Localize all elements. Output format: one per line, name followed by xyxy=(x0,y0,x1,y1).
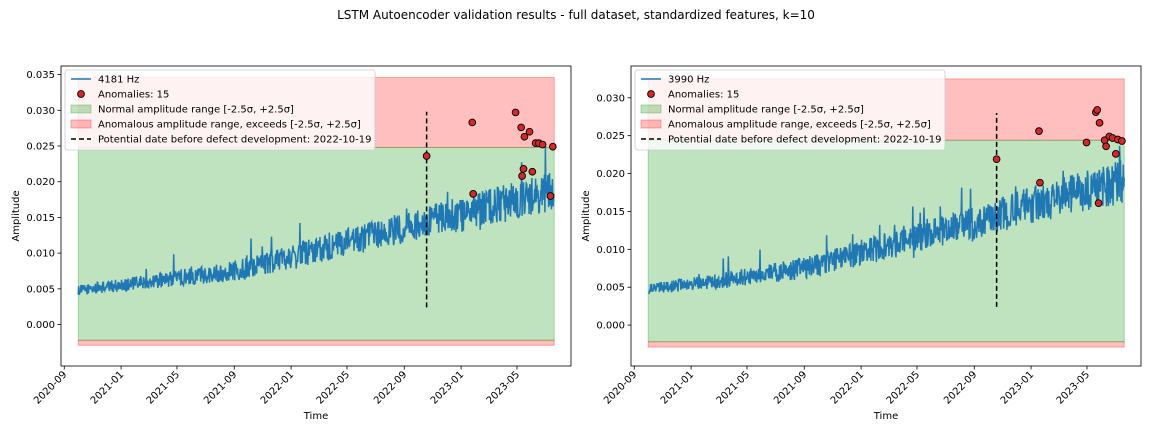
x-tick-label: 2022-05 xyxy=(885,369,922,406)
y-tick-label: 0.010 xyxy=(26,249,55,260)
plot-frame xyxy=(60,65,572,367)
y-tick-label: 0.005 xyxy=(26,284,55,295)
y-tick-label: 0.015 xyxy=(26,213,55,224)
x-tick-label: 2022-09 xyxy=(372,369,409,406)
y-tick-label: 0.025 xyxy=(596,131,625,142)
x-tick-label: 2023-01 xyxy=(429,369,466,406)
x-axis-label: Time xyxy=(873,411,898,422)
x-tick-label: 2021-05 xyxy=(145,369,182,406)
anomaly-point-15 xyxy=(1118,137,1126,145)
legend-label: Anomalous amplitude range, exceeds [-2.5… xyxy=(98,120,361,131)
x-tick-label: 2022-05 xyxy=(315,369,352,406)
figure-title: LSTM Autoencoder validation results - fu… xyxy=(337,8,815,22)
chart-panel-1: 0.000 0.005 0.010 0.015 0.020 0.025 0.030 0.035… xyxy=(11,65,572,422)
anomaly-point-3 xyxy=(1036,178,1044,187)
y-tick-label: 0.020 xyxy=(596,169,625,180)
anomaly-point-4 xyxy=(1082,138,1091,147)
y-tick-label: 0.030 xyxy=(596,93,625,104)
legend-label: Potential date before defect development… xyxy=(668,135,941,146)
legend-anomalous-swatch xyxy=(70,119,92,129)
x-tick-label: 2023-01 xyxy=(999,369,1036,406)
x-tick-label: 2021-01 xyxy=(89,369,126,406)
legend-normal-swatch xyxy=(640,104,662,114)
legend-box xyxy=(64,69,376,151)
anomaly-point-7 xyxy=(1094,199,1103,207)
anomaly-point-14 xyxy=(546,192,555,200)
x-tick-label: 2022-01 xyxy=(829,369,866,406)
x-tick-label: 2020-09 xyxy=(602,369,639,406)
anomaly-point-10 xyxy=(528,167,537,176)
x-axis-label: Time xyxy=(303,411,328,422)
y-tick-label: 0.005 xyxy=(596,283,625,294)
legend-label: Anomalies: 15 xyxy=(668,90,739,101)
y-tick-label: 0.000 xyxy=(26,320,55,331)
x-tick-label: 2021-05 xyxy=(715,369,752,406)
anomaly-point-9 xyxy=(525,127,534,136)
legend-label: Normal amplitude range [-2.5σ, +2.5σ] xyxy=(668,105,864,116)
legend-label: Anomalies: 15 xyxy=(98,90,169,101)
legend-normal-swatch xyxy=(70,104,92,114)
y-axis-label: Amplitude xyxy=(581,190,592,241)
anomaly-point-10 xyxy=(1102,142,1110,151)
y-tick-label: 0.030 xyxy=(26,106,55,117)
legend-anomalous-swatch xyxy=(640,119,662,129)
series-line xyxy=(77,146,555,296)
legend-label: Anomalous amplitude range, exceeds [-2.5… xyxy=(668,120,931,131)
x-tick-label: 2022-09 xyxy=(942,369,979,406)
anomaly-point-3 xyxy=(469,190,478,198)
anomaly-point-2 xyxy=(468,118,477,127)
anomaly-point-6 xyxy=(518,172,526,180)
legend-label: 4181 Hz xyxy=(98,75,139,86)
legend-label: Normal amplitude range [-2.5σ, +2.5σ] xyxy=(98,105,294,116)
anomalous-band-2 xyxy=(647,341,1125,348)
anomaly-point-5 xyxy=(517,123,526,132)
x-tick-label: 2023-05 xyxy=(1055,369,1092,406)
y-tick-label: 0.025 xyxy=(26,142,55,153)
legend: 4181 Hz Anomalies: 15 Normal amplitude ran… xyxy=(64,69,376,151)
anomaly-point-4 xyxy=(511,108,520,117)
legend-label: 3990 Hz xyxy=(668,75,709,86)
chart-panel-2: 0.000 0.005 0.010 0.015 0.020 0.025 0.030 2020-… xyxy=(581,65,1142,422)
anomalous-band-2 xyxy=(77,339,555,346)
anomaly-point-2 xyxy=(1035,127,1043,136)
y-tick-label: 0.015 xyxy=(596,207,625,218)
anomaly-point-13 xyxy=(1111,150,1120,158)
anomaly-point-1 xyxy=(992,155,1001,164)
y-tick-label: 0.035 xyxy=(26,70,55,81)
y-axis-label: Amplitude xyxy=(11,190,22,241)
plot-frame xyxy=(630,65,1142,367)
x-tick-label: 2020-09 xyxy=(32,369,69,406)
legend: 3990 Hz Anomalies: 15 Normal amplitude ran… xyxy=(634,69,946,151)
anomaly-point-7 xyxy=(519,165,528,173)
x-tick-label: 2022-01 xyxy=(259,369,296,406)
x-tick-label: 2021-01 xyxy=(659,369,696,406)
x-tick-label: 2023-05 xyxy=(485,369,522,406)
x-tick-label: 2021-09 xyxy=(202,369,239,406)
anomaly-point-15 xyxy=(548,142,557,151)
anomaly-point-6 xyxy=(1093,106,1102,114)
normal-band xyxy=(647,139,1125,343)
legend-label: Potential date before defect development… xyxy=(98,135,371,146)
x-tick-label: 2021-09 xyxy=(772,369,809,406)
y-tick-label: 0.020 xyxy=(26,177,55,188)
legend-box xyxy=(634,69,946,151)
anomaly-point-1 xyxy=(422,152,431,160)
y-tick-label: 0.000 xyxy=(596,321,625,332)
anomaly-point-13 xyxy=(538,140,547,149)
legend-point-swatch xyxy=(77,90,85,98)
anomaly-point-8 xyxy=(520,132,529,141)
anomaly-point-8 xyxy=(1095,118,1104,127)
legend-point-swatch xyxy=(647,90,655,98)
y-tick-label: 0.010 xyxy=(596,245,625,256)
series-line xyxy=(648,145,1125,295)
